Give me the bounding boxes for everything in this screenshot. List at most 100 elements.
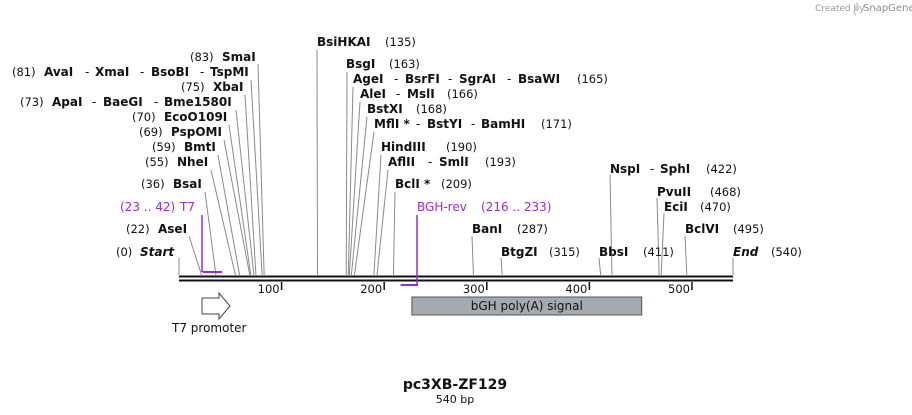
- site-pos-287: (287): [517, 222, 548, 236]
- snapgene-logo-icon: [853, 2, 859, 16]
- site-leader-315: [500, 257, 503, 276]
- site-label-nspi: NspI: [610, 162, 640, 176]
- site-leader-163: [345, 71, 348, 276]
- site-label-bsihkai: BsiHKAI: [317, 35, 371, 49]
- polya-box: [411, 296, 643, 316]
- site-label-bclvi: BclVI: [685, 222, 719, 236]
- plasmid-length: 540 bp: [436, 393, 474, 406]
- axis-tick-label-300: 300: [463, 282, 485, 296]
- axis-tick-label-500: 500: [668, 282, 690, 296]
- separator: -: [650, 162, 654, 176]
- site-leader-166: [348, 101, 361, 276]
- site-label-bstxi: BstXI: [367, 102, 403, 116]
- site-label-asei: AseI: [158, 222, 187, 236]
- site-pos-411: (411): [643, 245, 674, 259]
- site-label-baegi: BaeGI: [103, 95, 143, 109]
- site-pos-315: (315): [549, 245, 580, 259]
- separator: -: [92, 95, 96, 109]
- site-label-bsrfi: BsrFI: [405, 72, 440, 86]
- end-label: End: [733, 245, 759, 259]
- separator: -: [85, 65, 89, 79]
- site-pos-422: (422): [706, 162, 737, 176]
- site-label-msli: MslI: [407, 87, 435, 101]
- site-labels: BsiHKAI (135) (83) SmaI BsgI (163) (81) …: [12, 35, 802, 259]
- site-label-alei: AleI: [360, 87, 386, 101]
- site-pos-166: (166): [447, 87, 478, 101]
- site-leader-470: [660, 212, 665, 276]
- site-leader-36: [204, 191, 217, 276]
- site-pos-470: (470): [700, 200, 731, 214]
- primer-bgh-rev-name: BGH-rev: [417, 200, 467, 214]
- axis-tick-label-100: 100: [258, 282, 280, 296]
- site-label-sgrai: SgrAI: [459, 72, 496, 86]
- promoter-arrow-icon: [201, 291, 231, 321]
- site-label-pvuii: PvuII: [657, 185, 691, 199]
- site-label-apai: ApaI: [52, 95, 82, 109]
- separator: -: [140, 65, 144, 79]
- site-label-bbsi: BbsI: [599, 245, 628, 259]
- site-pos-36: (36): [141, 177, 165, 191]
- site-label-tspmi: TspMI: [210, 65, 249, 79]
- site-pos-75: (75): [181, 80, 205, 94]
- site-pos-22: (22): [126, 222, 150, 236]
- site-pos-83: (83): [190, 50, 214, 64]
- site-leader-75: [244, 94, 257, 276]
- primers: (23 .. 42) T7 BGH-rev (216 .. 233): [120, 200, 551, 286]
- axis-ticks: 100 200 300 400 500: [258, 282, 693, 296]
- site-leader-165: [347, 86, 354, 276]
- site-leader-171: [353, 131, 375, 276]
- separator: -: [507, 72, 511, 86]
- separator: -: [416, 117, 420, 131]
- credit-prefix: Created by: [815, 4, 865, 14]
- site-leader-22: [188, 235, 203, 276]
- site-label-bsobi: BsoBI: [151, 65, 189, 79]
- site-label-bani: BanI: [472, 222, 502, 236]
- site-leader-190: [373, 154, 382, 276]
- site-leader-55: [210, 169, 236, 276]
- site-pos-59: (59): [152, 140, 176, 154]
- site-leader-411: [598, 257, 602, 276]
- site-pos-55: (55): [145, 155, 169, 169]
- site-leader-70: [228, 124, 252, 276]
- primer-t7-range: (23 .. 42): [120, 200, 175, 214]
- primer-bgh-rev-range: (216 .. 233): [481, 200, 551, 214]
- site-label-smai: SmaI: [222, 50, 256, 64]
- site-label-bsai: BsaI: [173, 177, 202, 191]
- site-label-bamhi: BamHI: [481, 117, 525, 131]
- site-label-bsgi: BsgI: [346, 57, 375, 71]
- separator: -: [428, 155, 432, 169]
- site-leader-193: [376, 169, 389, 276]
- axis-tick-label-400: 400: [565, 282, 587, 296]
- site-label-pspomi: PspOMI: [171, 125, 222, 139]
- site-pos-190: (190): [446, 140, 477, 154]
- separator: -: [154, 95, 158, 109]
- separator: -: [394, 72, 398, 86]
- site-pos-168: (168): [416, 102, 447, 116]
- site-leader-422: [609, 174, 613, 276]
- site-label-ecoo109i: EcoO109I: [164, 110, 227, 124]
- site-label-bsawi: BsaWI: [518, 72, 560, 86]
- site-label-xbai: XbaI: [213, 80, 243, 94]
- start-label: Start: [140, 245, 175, 259]
- site-label-ecii: EciI: [664, 200, 688, 214]
- feature-bgh-polya-label: bGH poly(A) signal: [471, 299, 583, 313]
- site-label-smli: SmlI: [439, 155, 469, 169]
- site-pos-193: (193): [485, 155, 516, 169]
- site-label-nhei: NheI: [177, 155, 208, 169]
- site-leader-287: [471, 235, 474, 276]
- site-pos-209: (209): [441, 177, 472, 191]
- site-label-bme1580i: Bme1580I: [164, 95, 232, 109]
- site-leader-69: [223, 139, 251, 276]
- site-label-sphi: SphI: [660, 162, 690, 176]
- site-pos-165: (165): [577, 72, 608, 86]
- site-label-avai: AvaI: [44, 65, 73, 79]
- site-pos-495: (495): [733, 222, 764, 236]
- site-pos-468: (468): [710, 185, 741, 199]
- site-label-xmai: XmaI: [95, 65, 129, 79]
- site-leader-73: [235, 109, 255, 276]
- separator: -: [200, 65, 204, 79]
- axis-tick-label-200: 200: [360, 282, 382, 296]
- site-pos-163: (163): [389, 57, 420, 71]
- credit-brand: SnapGene: [863, 3, 912, 14]
